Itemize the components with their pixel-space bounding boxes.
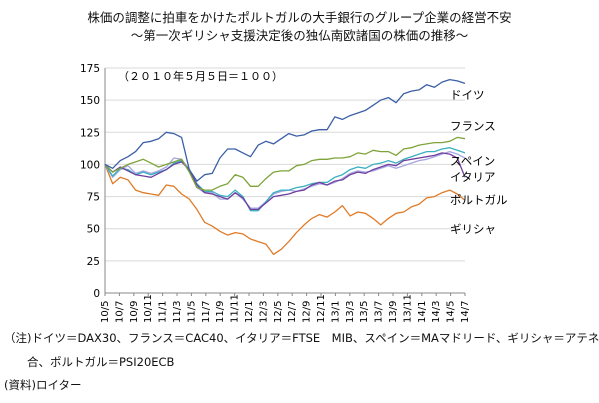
chart-title: 株価の調整に拍車をかけたポルトガルの大手銀行のグループ企業の経営不安 — [87, 10, 512, 25]
x-tick-label: 11/5 — [186, 301, 197, 323]
series-label: ドイツ — [450, 88, 485, 102]
x-tick-label: 11/11 — [230, 294, 241, 323]
x-tick-label: 14/3 — [431, 301, 442, 323]
base-date-annotation: （２０１０年５月５日＝１００） — [118, 69, 283, 83]
series-label: フランス — [450, 119, 496, 133]
x-tick-label: 13/9 — [388, 301, 399, 323]
series-label: ギリシャ — [450, 222, 496, 236]
x-tick-label: 12/7 — [287, 301, 298, 323]
x-tick-label: 11/3 — [172, 301, 183, 323]
y-tick-label: 50 — [87, 224, 100, 236]
x-tick-label: 12/3 — [258, 301, 269, 323]
x-tick-label: 14/7 — [460, 301, 471, 323]
y-axis: 0 25 50 75 100 125 150 175 — [80, 63, 465, 300]
x-tick-label: 12/9 — [302, 301, 313, 323]
y-tick-label: 100 — [80, 159, 100, 171]
x-tick-label: 12/1 — [244, 301, 255, 323]
y-tick-label: 25 — [87, 256, 100, 268]
x-tick-label: 11/9 — [215, 301, 226, 323]
x-tick-label: 13/3 — [345, 301, 356, 323]
note-line-1: （注)ドイツ＝DAX30、フランス＝CAC40、イタリア＝FTSE MIB、スペ… — [4, 331, 599, 345]
gridlines — [105, 67, 465, 294]
source-note: (資料)ロイター — [4, 378, 82, 392]
x-tick-label: 13/1 — [330, 301, 341, 323]
x-tick-label: 14/1 — [417, 301, 428, 323]
x-tick-label: 13/11 — [402, 294, 413, 323]
x-axis: 10/5 10/7 10/9 10/11 11/1 11/3 11/5 11/7 11/9 11/… — [100, 293, 471, 323]
x-tick-label: 14/5 — [446, 301, 457, 323]
series-line — [104, 164, 466, 256]
y-tick-label: 175 — [80, 63, 100, 75]
series-label: ポルトガル — [450, 193, 508, 207]
series-label: イタリア — [450, 170, 496, 184]
y-tick-label: 150 — [80, 95, 100, 107]
x-tick-label: 10/7 — [114, 301, 125, 323]
x-tick-label: 12/5 — [273, 301, 284, 323]
y-tick-label: 125 — [80, 127, 100, 139]
y-tick-label: 0 — [93, 288, 100, 300]
x-tick-label: 13/5 — [359, 301, 370, 323]
x-tick-label: 10/5 — [100, 301, 111, 323]
series-line — [104, 78, 466, 182]
note-line-2: 合、ポルトガル＝PSI20ECB — [4, 355, 175, 369]
y-tick-label: 75 — [87, 192, 100, 204]
series-line — [104, 136, 466, 191]
x-tick-label: 10/9 — [129, 301, 140, 323]
chart-subtitle: ～第一次ギリシャ支援決定後の独仏南欧諸国の株価の推移～ — [130, 28, 469, 43]
series-line — [104, 147, 466, 212]
series-lines — [104, 78, 466, 256]
x-tick-label: 12/11 — [316, 294, 327, 323]
x-tick-label: 10/11 — [143, 294, 154, 323]
series-line — [104, 152, 466, 211]
series-line — [104, 150, 466, 209]
x-tick-label: 13/7 — [374, 301, 385, 323]
series-label: スペイン — [450, 154, 495, 168]
x-tick-label: 11/1 — [158, 301, 169, 323]
x-tick-label: 11/7 — [201, 301, 212, 323]
